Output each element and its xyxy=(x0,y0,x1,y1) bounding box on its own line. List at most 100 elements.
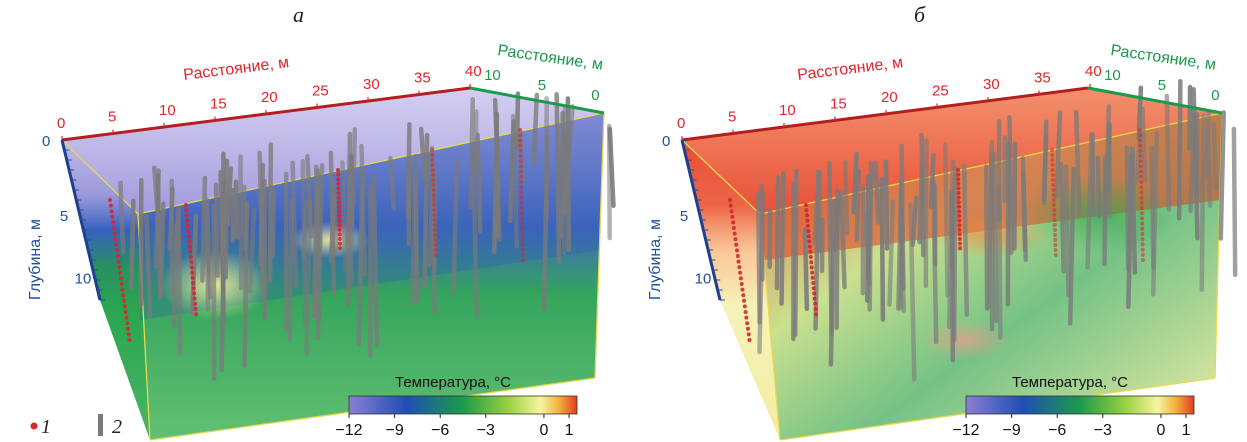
sensor-dot xyxy=(192,296,197,301)
sensor-dot xyxy=(805,223,810,228)
sensor-dot xyxy=(957,209,962,214)
panelB-colorbar-tick: 1 xyxy=(1182,422,1191,439)
pile xyxy=(1164,93,1172,212)
sensor-dot xyxy=(118,270,123,275)
panelA-distance-tick: 10 xyxy=(159,102,176,119)
sensor-dot xyxy=(742,298,747,303)
pile xyxy=(1218,110,1226,241)
sensor-dot xyxy=(520,247,525,252)
pile xyxy=(144,214,153,318)
sensor-dot xyxy=(804,208,809,213)
sensor-dot xyxy=(956,186,961,191)
sensor-dot xyxy=(957,218,962,223)
sensor-dot xyxy=(433,243,438,247)
pile xyxy=(1012,141,1018,251)
sensor-dot xyxy=(518,138,523,143)
sensor-dot xyxy=(1051,198,1056,202)
sensor-dot xyxy=(956,195,961,200)
panelA-width-tick: 5 xyxy=(538,77,546,94)
sensor-dot xyxy=(186,229,191,233)
sensor-dot xyxy=(190,275,195,280)
sensor-dot xyxy=(119,282,124,286)
pile xyxy=(221,179,227,280)
pile xyxy=(1102,155,1108,267)
sensor-dot xyxy=(1138,138,1143,143)
legend-sensor-icon xyxy=(30,422,38,430)
pile xyxy=(174,210,180,267)
pile xyxy=(367,184,373,358)
sensor-dot xyxy=(430,158,435,162)
sensor-dot xyxy=(336,168,340,172)
pile xyxy=(1199,113,1206,293)
panel-b-colorbar-title: Температура, °C xyxy=(1012,374,1128,391)
sensor-dot xyxy=(115,248,120,253)
sensor-dot xyxy=(957,241,962,246)
pile xyxy=(917,165,925,245)
panel-b-front-face xyxy=(682,140,780,440)
sensor-dot xyxy=(1139,200,1144,205)
legend-item-1: 1 xyxy=(41,416,51,438)
panelA-width-tick: 0 xyxy=(591,87,599,104)
sensor-dot xyxy=(1139,185,1144,190)
pile xyxy=(1067,166,1076,326)
sensor-dot xyxy=(957,227,962,232)
panelB-depth-tick: 5 xyxy=(680,208,688,225)
panel-a-piles xyxy=(118,91,616,381)
pile xyxy=(896,178,904,311)
sensor-dot xyxy=(734,242,739,247)
sensor-dot xyxy=(807,239,812,244)
sensor-dot xyxy=(956,181,961,186)
sensor-dot xyxy=(188,249,193,254)
sensor-dot xyxy=(731,220,736,225)
sensor-dot xyxy=(430,173,435,177)
pile xyxy=(879,177,886,322)
pile xyxy=(931,178,939,345)
sensor-dot xyxy=(957,237,962,241)
panelB-width-tick: 10 xyxy=(1104,67,1121,84)
sensor-dot xyxy=(956,204,961,209)
sensor-dot xyxy=(337,227,342,232)
sensor-dot xyxy=(739,282,744,286)
pile xyxy=(405,122,412,219)
sensor-dot xyxy=(431,183,436,187)
pile xyxy=(371,173,380,348)
panelA-colorbar-tick: 1 xyxy=(565,422,574,439)
sensor-dot xyxy=(956,168,960,172)
sensor-dot xyxy=(744,315,749,320)
sensor-dot xyxy=(433,233,438,237)
sensor-dot xyxy=(740,287,745,292)
sensor-dot xyxy=(736,259,741,264)
sensor-dot xyxy=(806,229,811,233)
sensor-dot xyxy=(1140,247,1145,252)
panel-a-sensors xyxy=(108,128,525,342)
panelB-distance-tick: 20 xyxy=(881,89,898,106)
sensor-dot xyxy=(337,209,342,214)
pile xyxy=(779,170,786,306)
panelA-width-tick: 10 xyxy=(484,67,501,84)
panelB-distance-tick: 15 xyxy=(830,96,847,113)
sensor-dot xyxy=(730,214,735,219)
sensor-dot xyxy=(110,214,115,219)
sensor-dot xyxy=(1052,218,1057,222)
sensor-dot xyxy=(1140,221,1145,226)
sensor-dot xyxy=(1050,173,1055,177)
pile xyxy=(873,160,881,225)
sensor-dot xyxy=(184,208,189,213)
panel-b-colorbar: Температура, °C −12 −9 −6 −3 0 1 xyxy=(952,374,1195,439)
sensor-dot xyxy=(729,209,734,214)
sensor-dot xyxy=(336,172,341,177)
sensor-dot xyxy=(1053,233,1058,237)
sensor-dot xyxy=(184,213,189,218)
pile xyxy=(838,190,847,290)
pile xyxy=(565,96,571,253)
panel-b-depth-label: Глубина, м xyxy=(647,219,664,300)
sensor-dot xyxy=(1138,128,1142,132)
pile xyxy=(468,96,476,210)
legend: 1 2 xyxy=(30,414,122,438)
pile xyxy=(270,187,277,259)
panelA-colorbar-tick: −6 xyxy=(431,422,449,439)
pile xyxy=(422,132,430,289)
pile xyxy=(290,160,299,288)
